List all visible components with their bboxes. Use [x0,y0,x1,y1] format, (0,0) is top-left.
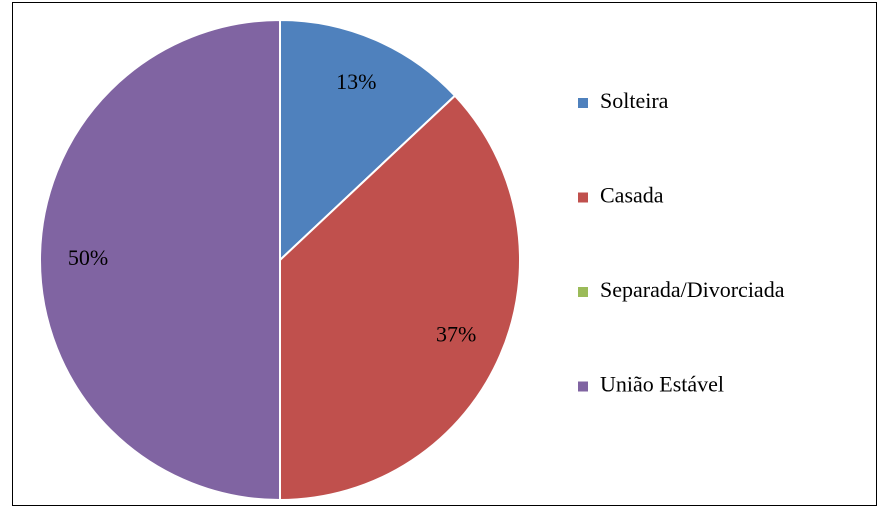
legend-label: Separada/Divorciada [600,277,785,302]
legend-swatch [578,381,588,392]
legend-swatch [578,98,588,108]
legend-swatch [578,287,588,297]
data-label: 50% [68,245,108,270]
legend-swatch [578,192,588,203]
legend-label: Casada [600,183,664,208]
data-label: 13% [336,69,376,94]
pie-slice [279,18,457,263]
pie-slice [279,94,521,502]
legend-label: Solteira [600,88,669,113]
data-label: 37% [436,321,476,346]
legend-label: União Estável [600,372,724,397]
pie-slice [39,18,281,502]
